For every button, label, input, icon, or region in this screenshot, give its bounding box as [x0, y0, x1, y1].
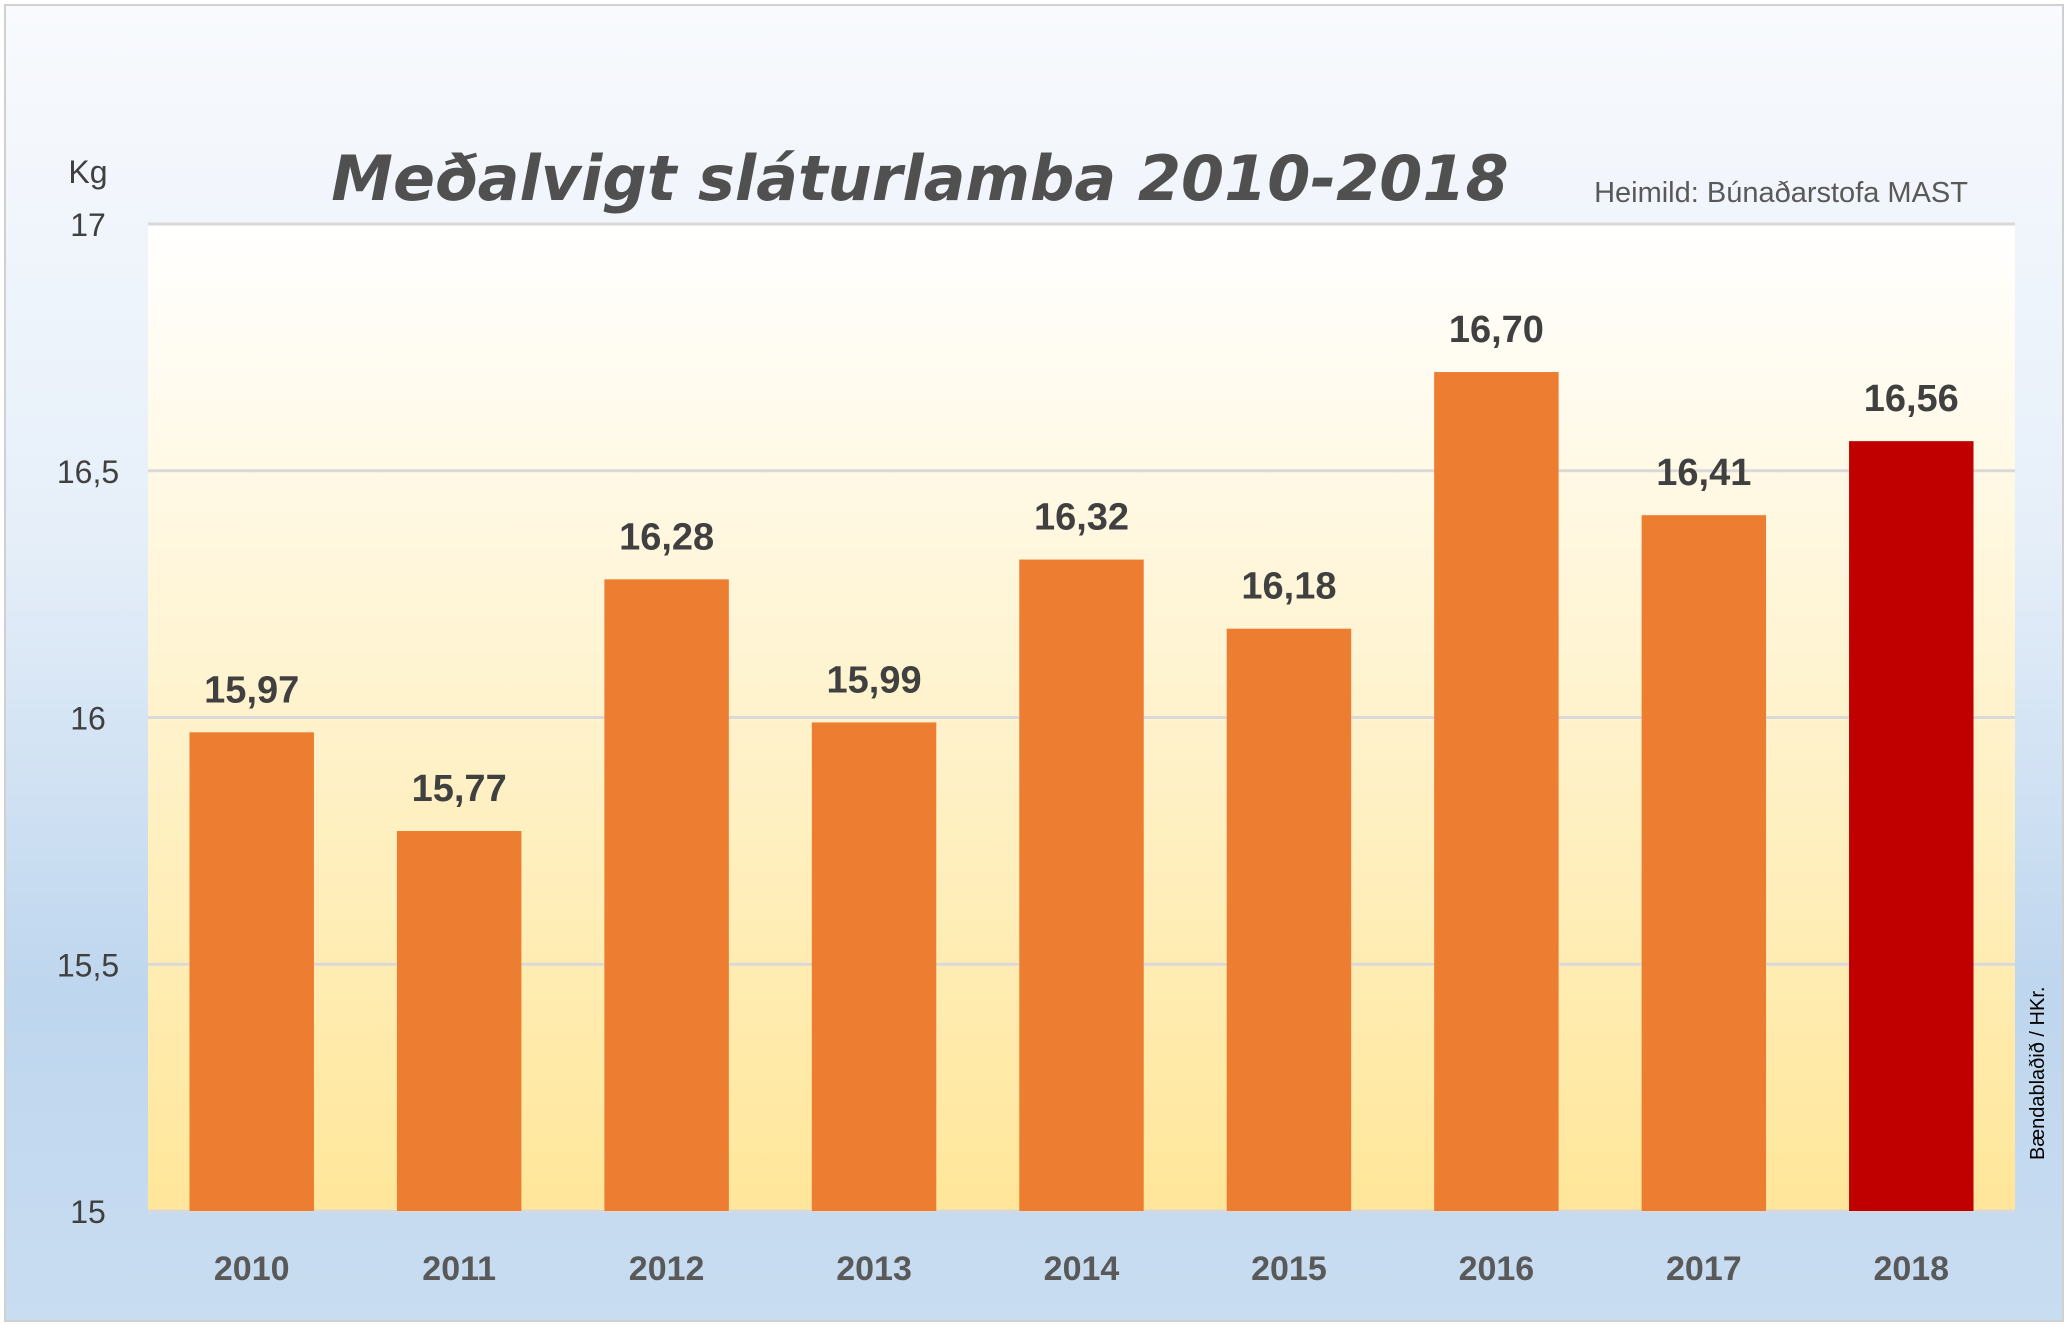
x-tick-label: 2015 [1251, 1250, 1327, 1288]
data-label: 16,18 [1241, 566, 1336, 608]
x-tick-label: 2017 [1666, 1250, 1742, 1288]
bar-2016 [1434, 372, 1559, 1211]
data-label: 16,70 [1449, 309, 1544, 351]
data-label: 16,41 [1656, 452, 1751, 494]
bar-2018 [1849, 441, 1974, 1211]
x-tick-label: 2010 [214, 1250, 290, 1288]
credit-note: Bændablaðið / HKr. [2027, 987, 2049, 1160]
bar-2013 [811, 722, 937, 1211]
bar-2014 [1019, 559, 1144, 1211]
y-tick-label: 15 [70, 1194, 106, 1230]
x-tick-label: 2018 [1873, 1250, 1949, 1288]
x-tick-label: 2011 [422, 1250, 496, 1288]
x-tick-label: 2013 [836, 1250, 912, 1288]
bar-2017 [1641, 515, 1767, 1211]
y-axis-label: Kg [68, 154, 107, 190]
chart-title: Meðalvigt sláturlamba 2010-2018 [331, 142, 1508, 215]
y-tick-label: 15,5 [57, 947, 119, 983]
y-tick-label: 16,5 [57, 454, 119, 490]
x-tick-label: 2012 [629, 1250, 705, 1288]
bar-2011 [396, 831, 522, 1211]
bar-2010 [189, 732, 314, 1211]
x-tick-label: 2016 [1459, 1250, 1535, 1288]
bar-2012 [604, 579, 729, 1211]
bar-2015 [1226, 628, 1352, 1211]
data-label: 15,97 [204, 669, 299, 711]
data-label: 16,56 [1864, 378, 1959, 420]
data-label: 16,28 [619, 516, 714, 558]
data-label: 15,99 [827, 659, 922, 701]
x-tick-label: 2014 [1044, 1250, 1120, 1288]
data-label: 15,77 [412, 768, 507, 810]
source-note: Heimild: Búnaðarstofa MAST [1594, 177, 1968, 209]
data-label: 16,32 [1034, 497, 1129, 539]
y-tick-label: 16 [70, 701, 106, 737]
y-tick-label: 17 [70, 207, 106, 243]
